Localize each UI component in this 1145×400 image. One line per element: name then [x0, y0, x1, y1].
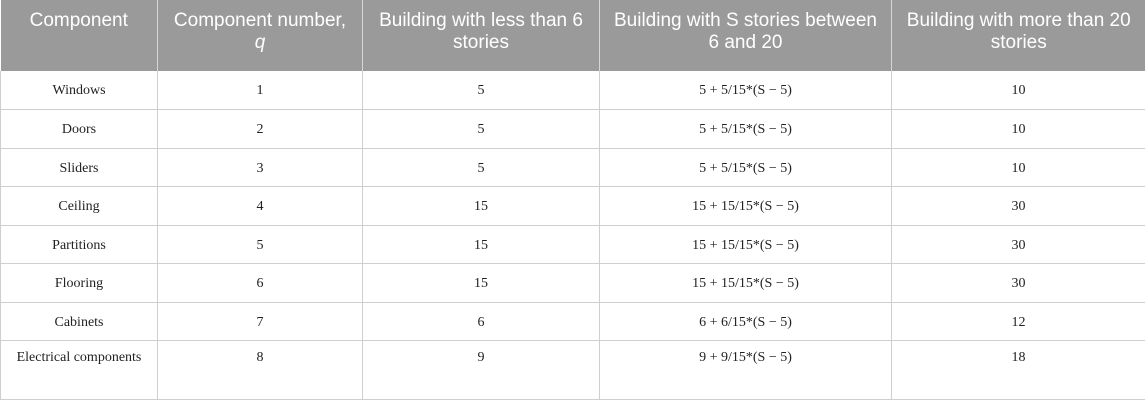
cell-more-than-20: 10 [891, 109, 1145, 149]
cell-less-than-6: 15 [362, 186, 600, 226]
cell-less-than-6: 15 [362, 263, 600, 303]
cell-between-6-and-20: 9 + 9/15*(S − 5) [599, 340, 892, 400]
cell-number: 3 [157, 148, 363, 187]
table-row: Flooring 6 15 15 + 15/15*(S − 5) 30 [0, 263, 1145, 303]
header-less-than-6: Building with less than 6 stories [362, 0, 600, 71]
header-between-6-and-20: Building with S stories between 6 and 20 [599, 0, 892, 71]
cell-number: 7 [157, 302, 363, 341]
cell-component: Windows [0, 71, 158, 110]
cell-more-than-20: 12 [891, 302, 1145, 341]
header-more-than-20: Building with more than 20 stories [891, 0, 1145, 71]
table-body: Windows 1 5 5 + 5/15*(S − 5) 10 Doors 2 … [0, 71, 1145, 400]
table-row: Sliders 3 5 5 + 5/15*(S − 5) 10 [0, 148, 1145, 187]
cell-less-than-6: 9 [362, 340, 600, 400]
header-component-number: Component number, q [157, 0, 363, 71]
table-row: Doors 2 5 5 + 5/15*(S − 5) 10 [0, 109, 1145, 149]
cell-less-than-6: 5 [362, 109, 600, 149]
cell-component: Flooring [0, 263, 158, 303]
cell-between-6-and-20: 15 + 15/15*(S − 5) [599, 186, 892, 226]
cell-component: Partitions [0, 225, 158, 264]
cell-more-than-20: 10 [891, 148, 1145, 187]
cell-component: Electrical components [0, 340, 158, 400]
header-component: Component [0, 0, 158, 71]
cell-component: Sliders [0, 148, 158, 187]
cell-component: Cabinets [0, 302, 158, 341]
table-row: Electrical components 8 9 9 + 9/15*(S − … [0, 340, 1145, 400]
cell-less-than-6: 5 [362, 71, 600, 110]
header-q-symbol: q [254, 32, 266, 53]
cell-more-than-20: 18 [891, 340, 1145, 400]
cell-less-than-6: 15 [362, 225, 600, 264]
cell-more-than-20: 30 [891, 263, 1145, 303]
cell-between-6-and-20: 5 + 5/15*(S − 5) [599, 109, 892, 149]
cell-number: 8 [157, 340, 363, 400]
table-row: Ceiling 4 15 15 + 15/15*(S − 5) 30 [0, 186, 1145, 226]
cell-number: 4 [157, 186, 363, 226]
table-row: Partitions 5 15 15 + 15/15*(S − 5) 30 [0, 225, 1145, 264]
table-header: Component Component number, q Building w… [0, 0, 1145, 71]
table-row: Windows 1 5 5 + 5/15*(S − 5) 10 [0, 71, 1145, 110]
cell-number: 5 [157, 225, 363, 264]
cell-between-6-and-20: 15 + 15/15*(S − 5) [599, 263, 892, 303]
header-row: Component Component number, q Building w… [0, 0, 1145, 71]
cell-between-6-and-20: 5 + 5/15*(S − 5) [599, 71, 892, 110]
cell-more-than-20: 30 [891, 225, 1145, 264]
cell-between-6-and-20: 5 + 5/15*(S − 5) [599, 148, 892, 187]
cell-more-than-20: 10 [891, 71, 1145, 110]
cell-between-6-and-20: 15 + 15/15*(S − 5) [599, 225, 892, 264]
table-row: Cabinets 7 6 6 + 6/15*(S − 5) 12 [0, 302, 1145, 341]
cell-component: Doors [0, 109, 158, 149]
cell-between-6-and-20: 6 + 6/15*(S − 5) [599, 302, 892, 341]
header-component-number-label: Component number, [173, 10, 347, 31]
cell-number: 2 [157, 109, 363, 149]
cell-less-than-6: 6 [362, 302, 600, 341]
cell-number: 6 [157, 263, 363, 303]
cell-number: 1 [157, 71, 363, 110]
cell-component: Ceiling [0, 186, 158, 226]
cell-more-than-20: 30 [891, 186, 1145, 226]
cell-less-than-6: 5 [362, 148, 600, 187]
